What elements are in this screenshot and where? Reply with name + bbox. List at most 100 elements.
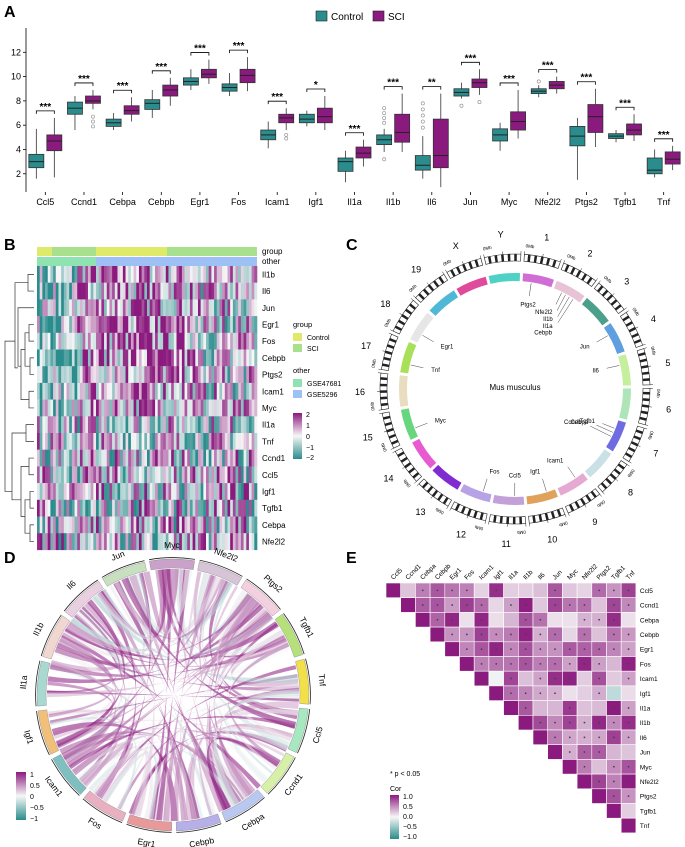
heatmap-cell — [197, 483, 201, 500]
heatmap-cell — [211, 349, 215, 367]
heatmap-cell — [240, 499, 244, 517]
heatmap-cell — [197, 449, 201, 467]
heatmap-cell — [61, 533, 65, 551]
box-control — [28, 153, 45, 169]
heatmap-cell — [66, 349, 70, 367]
heatmap-cell — [168, 282, 172, 300]
heatmap-cell — [101, 449, 105, 467]
heatmap-cell — [69, 483, 73, 500]
chromosome-band — [564, 264, 570, 272]
box-control — [144, 99, 161, 110]
chord-sector-label: Ccl5 — [310, 725, 324, 744]
heatmap-cell — [246, 349, 250, 367]
heatmap-cell — [42, 533, 46, 551]
heatmap-cell — [69, 282, 73, 300]
chromosome-label: 17 — [361, 341, 371, 351]
cor-col-label: Igf1 — [493, 569, 506, 582]
x-tick-label: Il6 — [427, 197, 437, 207]
cor-row-label: Nfe2l2 — [640, 779, 659, 786]
heatmap-cell — [197, 316, 201, 333]
heatmap-cell — [50, 299, 54, 317]
chord-sector — [37, 709, 60, 755]
heatmap-cell — [197, 349, 201, 367]
significance-bracket — [35, 110, 55, 114]
heatmap-cell — [47, 433, 51, 450]
chromosome-band — [570, 267, 576, 275]
chromosome-band — [432, 280, 440, 288]
x-tick-label: Igf1 — [308, 197, 323, 207]
cor-cell — [503, 582, 519, 598]
heatmap-cell — [90, 316, 94, 333]
heatmap-cell — [66, 449, 70, 467]
cor-significance-mark — [627, 677, 630, 680]
y-tick-label: 10 — [11, 72, 21, 82]
dendrogram-branch — [29, 357, 34, 375]
heatmap-cell — [184, 299, 188, 317]
cor-scale-tick: −1.0 — [403, 834, 417, 841]
heatmap-cell — [240, 416, 244, 434]
heatmap-cell — [235, 382, 239, 400]
cor-significance-mark — [451, 633, 454, 636]
cor-significance-mark — [554, 633, 556, 636]
heatmap-cell — [208, 282, 212, 300]
box-sci — [239, 68, 256, 84]
heatmap-cell — [200, 416, 204, 434]
heatmap-cell — [125, 332, 129, 350]
heatmap-cell — [120, 266, 124, 283]
circos-center-label: Mus musculus — [489, 383, 540, 392]
heatmap-cell — [152, 349, 156, 367]
heatmap-cell — [117, 316, 121, 333]
heatmap-cell — [208, 416, 212, 434]
heatmap-cell — [227, 483, 231, 500]
heatmap-cell — [189, 483, 193, 500]
cor-cell — [547, 744, 563, 760]
chromosome-tick — [547, 519, 549, 524]
other-track-segment — [96, 257, 257, 266]
outlier-control — [536, 79, 541, 84]
cor-significance-mark — [554, 662, 556, 665]
heatmap-cell — [45, 466, 49, 484]
cor-cell — [400, 582, 416, 598]
heatmap-cell — [222, 382, 226, 400]
chromosome-band — [568, 504, 575, 512]
heatmap-cell — [155, 416, 159, 434]
heatmap-cell — [224, 449, 228, 467]
heatmap-cell — [179, 449, 183, 467]
chromosome-band — [507, 254, 511, 262]
heatmap-cell — [246, 316, 250, 333]
chromosome-band — [418, 293, 425, 300]
heatmap-cell — [208, 349, 212, 367]
heatmap-cell — [179, 349, 183, 367]
heatmap-cell — [168, 332, 172, 350]
heatmap-cell — [200, 499, 204, 517]
heatmap-cell — [39, 382, 43, 400]
heatmap-cell — [155, 399, 159, 417]
heatmap-cell — [79, 483, 83, 500]
heatmap-row-label: Ccnd1 — [262, 454, 286, 463]
chromosome-band — [639, 416, 647, 421]
dendrogram-branch — [27, 274, 34, 292]
heatmap-cell — [165, 483, 169, 500]
heatmap-cell — [90, 449, 94, 467]
heatmap-cell — [216, 349, 220, 367]
cor-significance-mark — [598, 648, 601, 651]
heatmap-cell — [58, 416, 62, 434]
heatmap-cell — [243, 449, 247, 467]
heatmap-cell — [104, 516, 108, 534]
cor-significance-mark — [612, 736, 615, 739]
box-sci — [46, 134, 63, 152]
heatmap-cell — [160, 382, 164, 400]
heatmap-cell — [176, 382, 180, 400]
heatmap-cell — [96, 366, 99, 384]
heatmap-cell — [184, 516, 188, 534]
heatmap-cell — [222, 399, 226, 417]
heatmap-scale-tick: 1 — [306, 423, 310, 430]
heatmap-cell — [69, 316, 73, 333]
cor-significance-mark — [583, 721, 586, 724]
heatmap-cell — [230, 449, 234, 467]
heatmap-cell — [224, 416, 228, 434]
heatmap-cell — [222, 449, 226, 467]
heatmap-cell — [165, 466, 169, 484]
heatmap-cell — [136, 433, 140, 450]
heatmap-cell — [114, 433, 118, 450]
